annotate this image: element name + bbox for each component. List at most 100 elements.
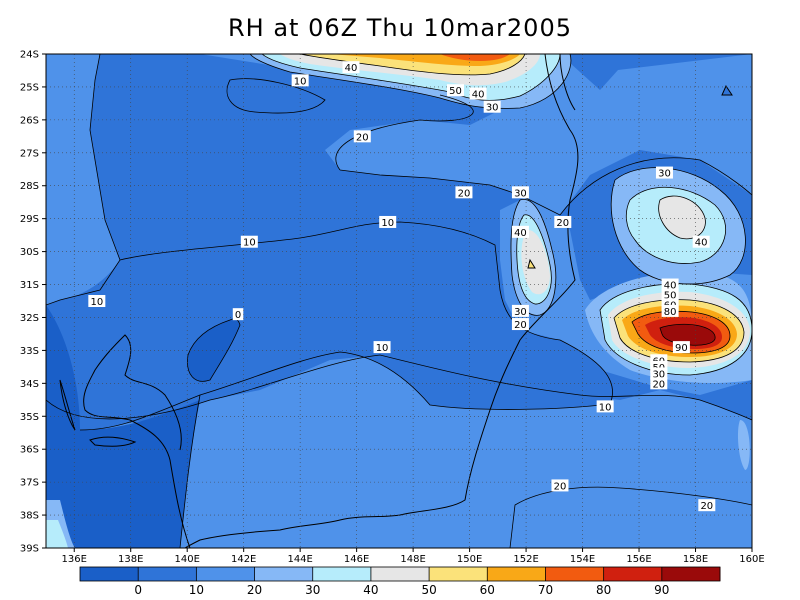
contour-label: 10 [376,343,389,354]
contour-label-bg [661,278,679,291]
lon-tick-label: 136E [62,554,87,565]
contour-label-bg [373,341,391,354]
contour-label: 40 [514,228,527,239]
contour-label: 40 [345,63,358,74]
grid [46,54,752,548]
contour-label-bg [655,166,673,179]
rh-band-10-20 [46,222,613,430]
contour-label: 20 [356,132,369,143]
rh-band-40-50 [46,520,68,548]
contour-lines [46,54,752,548]
contour-label-bg [692,235,710,248]
contour-label: 20 [700,501,713,512]
lon-tick-label: 140E [174,554,199,565]
lon-tick-label: 144E [287,554,312,565]
lon-tick-label: 142E [231,554,256,565]
lat-tick-label: 38S [20,511,39,522]
lat-tick-label: 24S [20,50,39,61]
contour-label: 20 [554,481,567,492]
contour-label: 20 [556,218,569,229]
lon-tick-label: 154E [570,554,595,565]
rh-band-20-30 [200,54,752,215]
contour-label: 0 [235,310,241,321]
colorbar-swatch [429,567,488,581]
contour-label-bg [240,235,258,248]
colorbar-label: 30 [305,583,320,597]
contour-label-bg [698,499,716,512]
lat-tick-label: 28S [20,181,39,192]
contour-label: 60 [412,37,425,48]
rh-band-80-90 [440,54,510,61]
colorbar: 0 10 20 30 40 50 60 70 80 90 [79,566,721,597]
rh-band-50-60 [658,196,706,239]
contour-label: 20 [458,188,471,199]
contour-label: 80 [664,307,677,318]
contour-label: 30 [652,369,665,380]
contour-label: 30 [658,169,671,180]
contour-label-bg [455,186,473,199]
contour-label: 10 [90,297,103,308]
contour-label-bg [483,100,501,113]
contour-label-bg [379,215,397,228]
colorbar-swatch [487,567,546,581]
contour-label-bg [511,186,529,199]
contour-label-bg [672,341,690,354]
contour-label-bg [232,308,244,321]
plot-frame [45,53,753,549]
lat-tick-label: 29S [20,214,39,225]
contour-label-bg [661,304,679,317]
colorbar-swatch [254,567,314,581]
contour-label: 50 [664,290,677,301]
contour-label-bg [596,400,614,413]
contour-label-bg [446,84,464,97]
lat-tick-label: 37S [20,478,39,489]
contour-label: 10 [294,76,307,87]
contour-label: 40 [664,281,677,292]
colorbar-label: 90 [654,583,669,597]
lat-tick-label: 25S [20,82,39,93]
lat-tick-label: 31S [20,280,39,291]
contour-label: 30 [514,307,527,318]
colorbar-label: 20 [247,583,262,597]
lat-tick-label: 34S [20,379,39,390]
lon-tick-label: 146E [344,554,369,565]
contour-label: 20 [514,320,527,331]
lat-tick-label: 39S [20,544,39,555]
contour-label: 40 [695,238,708,249]
contour-label: 10 [243,238,256,249]
contour-label: 50 [449,86,462,97]
contour-label: 30 [486,103,499,114]
contour-label: 40 [472,90,485,101]
lat-tick-label: 26S [20,115,39,126]
contour-label-bg [551,479,569,492]
contour-label-bg [469,87,487,100]
rh-band-20-30 [510,487,752,548]
lon-tick-label: 138E [118,554,143,565]
contour-label-bg [353,130,371,143]
lon-tick-label: 152E [513,554,538,565]
contour-label-bg [650,377,668,390]
lon-tick-label: 148E [400,554,425,565]
axis-labels: 24S 25S 26S 27S 28S 29S 30S 31S 32S 33S 34S 35S 36S 3… [20,50,765,566]
lat-tick-label: 33S [20,346,39,357]
plot-title: RH at 06Z Thu 10mar2005 [228,14,572,42]
contour-label: 10 [381,218,394,229]
rh-band-0-10 [46,305,200,548]
colorbar-swatch [312,567,372,581]
lon-tick-label: 160E [739,554,764,565]
rh-band-above-90 [660,324,716,346]
contour-label-bg [554,215,572,228]
contour-label-bg [342,61,360,74]
colorbar-swatch [661,567,721,581]
colorbar-swatch [370,567,430,581]
lat-tick-label: 36S [20,445,39,456]
colorbar-swatch [196,567,256,581]
colorbar-label: 40 [363,583,378,597]
contour-label-bg [88,295,106,307]
rh-band-20-30 [46,54,120,305]
rh-band-0-10 [187,318,240,382]
contour-label-bg [650,367,668,380]
